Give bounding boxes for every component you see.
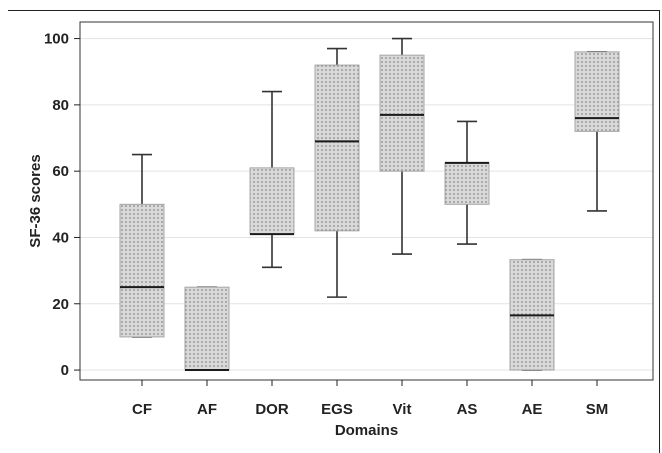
x-tick-label-af: AF: [197, 401, 217, 418]
box-iqr: [444, 162, 490, 205]
x-tick-label-as: AS: [457, 401, 478, 418]
x-axis-title: Domains: [335, 422, 398, 439]
gridlines: [80, 38, 653, 371]
box-iqr: [119, 203, 165, 338]
box-sm: [574, 51, 620, 212]
figure-frame-right: [659, 10, 660, 453]
y-axis: 0 20 40 60 80 100: [44, 31, 80, 379]
x-tick-label-ae: AE: [522, 401, 543, 418]
box-cf: [119, 153, 165, 338]
y-axis-title: SF-36 scores: [27, 154, 44, 247]
box-dor: [249, 90, 295, 269]
box-iqr: [249, 167, 295, 235]
y-tick-label: 100: [44, 31, 69, 48]
x-tick-label-vit: Vit: [393, 401, 412, 418]
box-iqr: [379, 54, 425, 172]
boxes: [119, 37, 620, 372]
x-tick-label-egs: EGS: [321, 401, 353, 418]
y-tick-label: 80: [52, 97, 69, 114]
box-as: [444, 120, 490, 245]
box-iqr: [574, 51, 620, 132]
x-tick-label-dor: DOR: [255, 401, 289, 418]
box-iqr: [184, 286, 230, 371]
y-tick-label: 40: [52, 229, 69, 246]
y-tick-label: 20: [52, 296, 69, 313]
plot-area-border: [79, 21, 654, 381]
box-vit: [379, 37, 425, 255]
box-af: [184, 286, 230, 372]
y-tick-label: 60: [52, 163, 69, 180]
x-tick-label-cf: CF: [132, 401, 152, 418]
x-axis: CF AF DOR EGS Vit AS AE SM: [132, 380, 608, 418]
box-egs: [314, 47, 360, 298]
box-ae: [509, 258, 555, 371]
x-tick-label-sm: SM: [586, 401, 609, 418]
y-tick-label: 0: [61, 362, 69, 379]
figure-frame-top: [8, 10, 659, 11]
box-iqr: [314, 64, 360, 232]
